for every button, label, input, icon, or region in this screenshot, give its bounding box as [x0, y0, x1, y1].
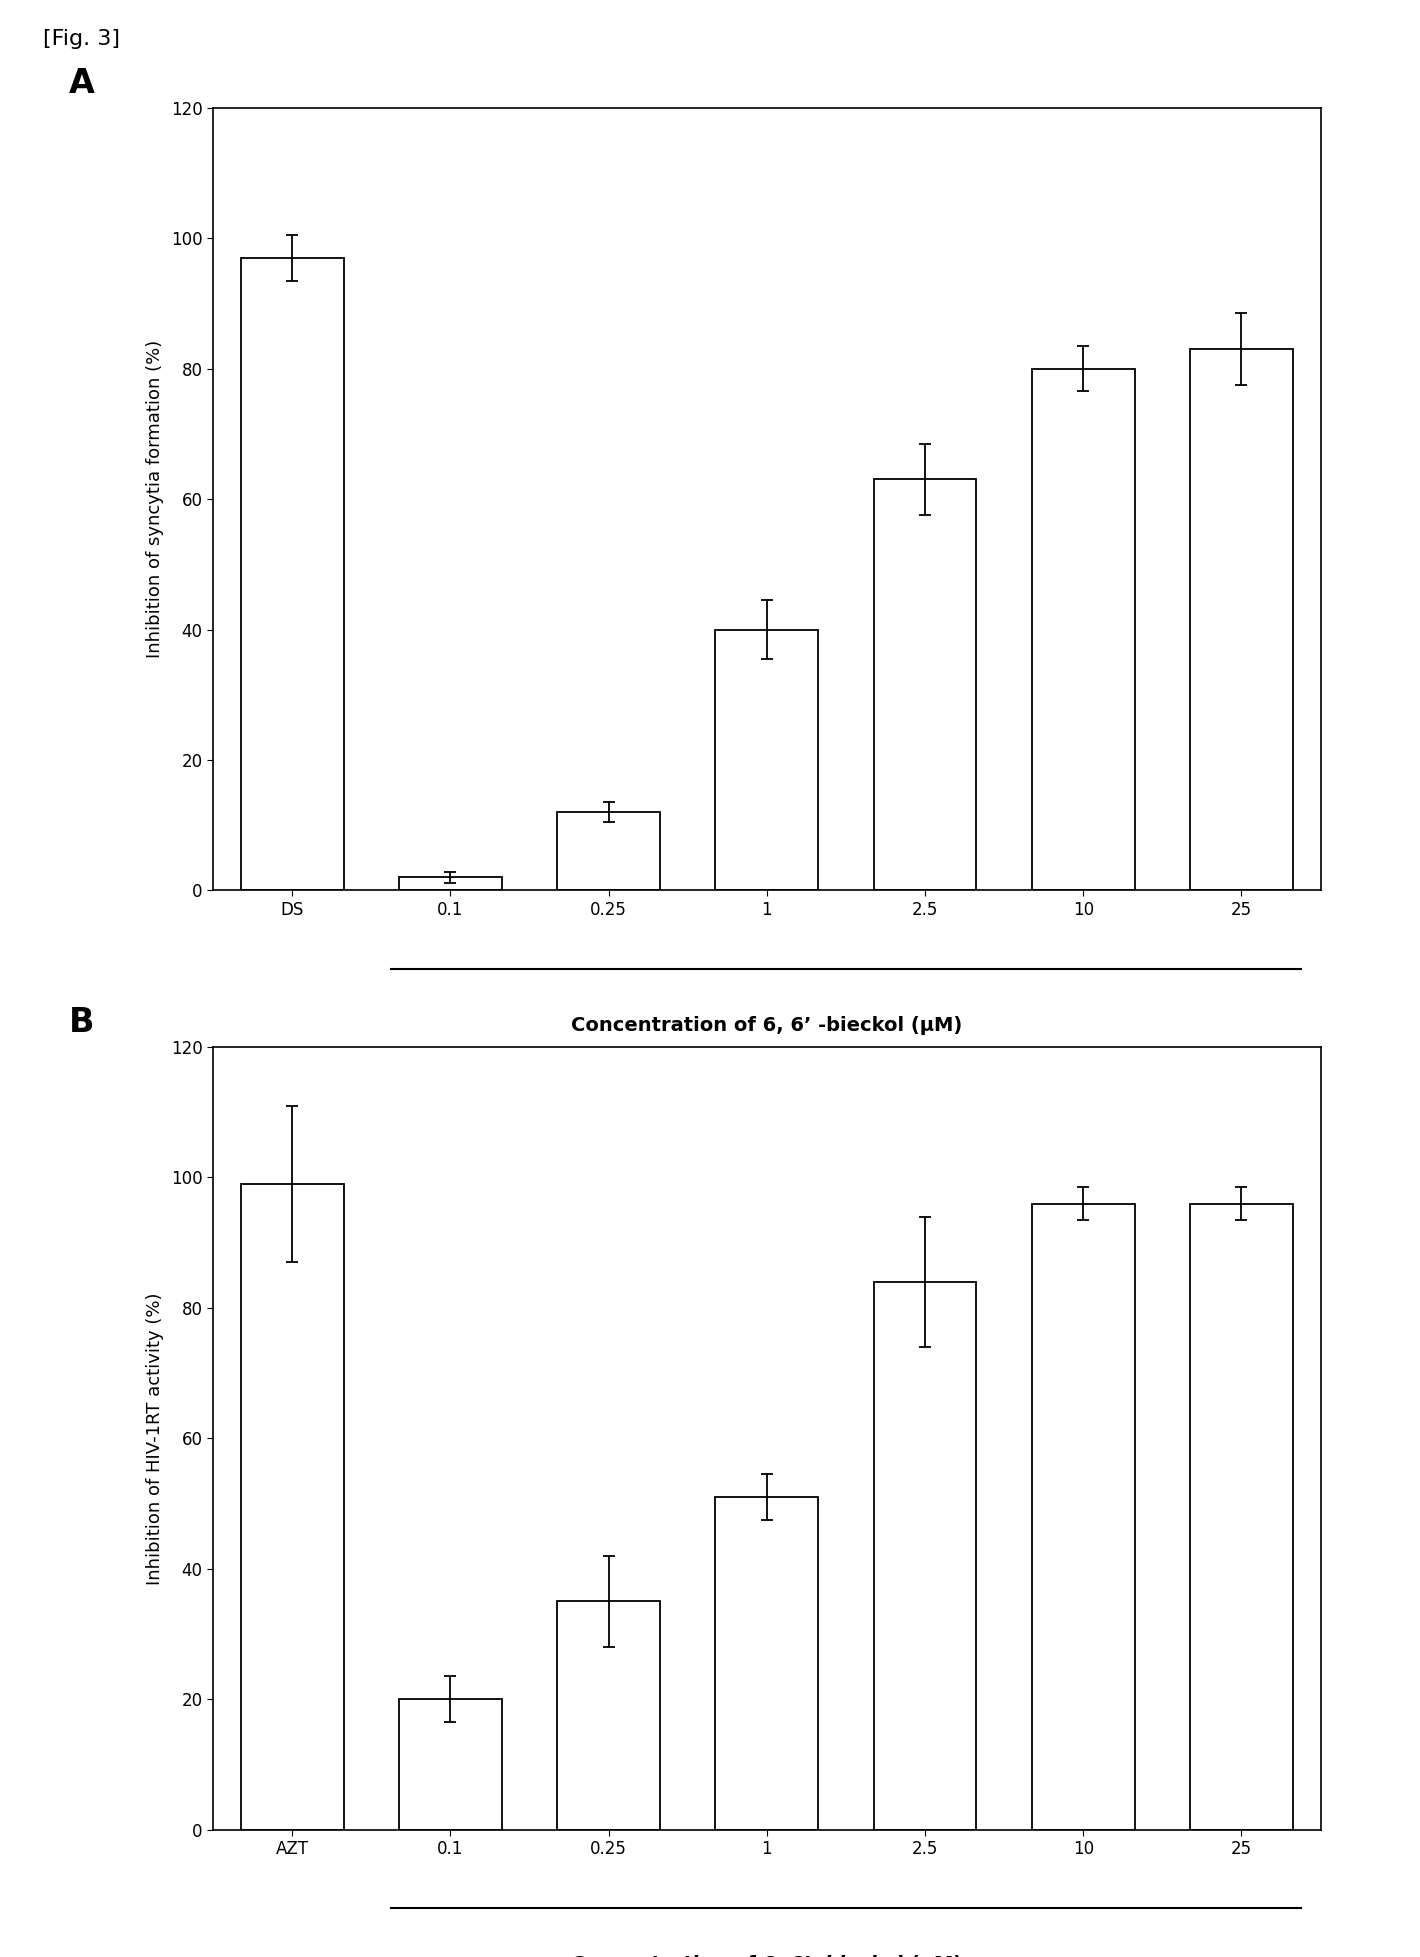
Text: Concentration of 6, 6’ -bieckol (μM): Concentration of 6, 6’ -bieckol (μM)	[571, 1955, 963, 1957]
Y-axis label: Inhibition of syncytia formation (%): Inhibition of syncytia formation (%)	[146, 341, 163, 658]
Bar	[399, 1699, 501, 1830]
Bar	[716, 630, 818, 890]
Bar	[1190, 1204, 1292, 1830]
Bar	[1032, 368, 1135, 890]
Text: B: B	[70, 1006, 95, 1039]
Bar	[557, 812, 660, 890]
Text: [Fig. 3]: [Fig. 3]	[43, 29, 119, 49]
Bar	[873, 1282, 977, 1830]
Text: A: A	[70, 67, 95, 100]
Bar	[557, 1601, 660, 1830]
Bar	[1190, 348, 1292, 890]
Text: Concentration of 6, 6’ -bieckol (μM): Concentration of 6, 6’ -bieckol (μM)	[571, 1016, 963, 1035]
Y-axis label: Inhibition of HIV-1RT activity (%): Inhibition of HIV-1RT activity (%)	[146, 1292, 163, 1585]
Bar	[716, 1497, 818, 1830]
Bar	[241, 1184, 344, 1830]
Bar	[241, 258, 344, 890]
Bar	[873, 479, 977, 890]
Bar	[1032, 1204, 1135, 1830]
Bar	[399, 877, 501, 890]
